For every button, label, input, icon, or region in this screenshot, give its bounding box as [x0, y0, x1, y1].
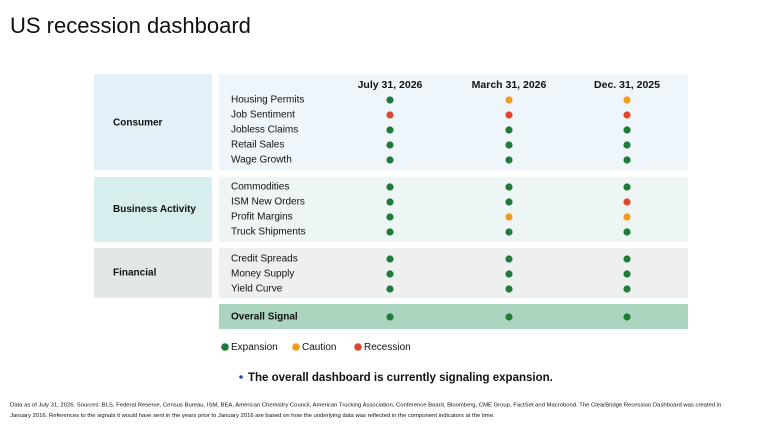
- signal-dot: [386, 213, 394, 221]
- legend-dot: [221, 343, 229, 351]
- signal-dot: [386, 126, 394, 134]
- signal-dot: [505, 270, 513, 278]
- signal-dot: [505, 255, 513, 263]
- signal-dot: [386, 111, 394, 119]
- signal-dot: [386, 156, 394, 164]
- signal-dot: [623, 126, 631, 134]
- legend-dot: [292, 343, 300, 351]
- column-header: March 31, 2026: [472, 79, 547, 91]
- signal-dot: [623, 198, 631, 206]
- signal-dot: [623, 285, 631, 293]
- overall-label: Overall Signal: [231, 312, 298, 323]
- signal-dot: [505, 198, 513, 206]
- signal-dot: [386, 270, 394, 278]
- indicator-label: Housing Permits: [231, 95, 304, 106]
- signal-dot: [505, 228, 513, 236]
- group-label-cell: [94, 248, 212, 298]
- indicator-label: Retail Sales: [231, 140, 284, 151]
- signal-dot: [386, 183, 394, 191]
- signal-dot: [505, 313, 513, 321]
- signal-dot: [623, 213, 631, 221]
- group-name: Business Activity: [113, 204, 196, 215]
- indicator-label: Money Supply: [231, 269, 294, 280]
- indicator-label: Truck Shipments: [231, 227, 306, 238]
- legend-label: Caution: [302, 342, 336, 353]
- indicator-label: Yield Curve: [231, 284, 283, 295]
- signal-dot: [386, 228, 394, 236]
- indicator-label: Profit Margins: [231, 212, 293, 223]
- signal-dot: [505, 126, 513, 134]
- signal-dot: [505, 96, 513, 104]
- group-body: [219, 177, 688, 242]
- indicator-label: Commodities: [231, 182, 289, 193]
- signal-dot: [623, 255, 631, 263]
- signal-dot: [623, 96, 631, 104]
- note: The overall dashboard is currently signa…: [248, 372, 553, 384]
- column-header: Dec. 31, 2025: [594, 79, 660, 91]
- signal-dot: [386, 313, 394, 321]
- overall-row: [219, 304, 688, 329]
- group-body: [219, 74, 688, 170]
- signal-dot: [623, 111, 631, 119]
- signal-dot: [505, 183, 513, 191]
- signal-dot: [623, 183, 631, 191]
- group-name: Financial: [113, 268, 157, 279]
- signal-dot: [623, 313, 631, 321]
- signal-dot: [386, 96, 394, 104]
- column-header: July 31, 2026: [358, 79, 423, 91]
- signal-dot: [505, 111, 513, 119]
- title: US recession dashboard: [10, 13, 251, 38]
- bullet: [239, 375, 243, 379]
- indicator-label: Jobless Claims: [231, 125, 298, 136]
- signal-dot: [623, 156, 631, 164]
- signal-dot: [386, 198, 394, 206]
- legend-dot: [354, 343, 362, 351]
- signal-dot: [386, 285, 394, 293]
- footnote: Data as of July 31, 2026. Sources: BLS, …: [10, 403, 721, 409]
- signal-dot: [505, 285, 513, 293]
- signal-dot: [505, 141, 513, 149]
- indicator-label: Wage Growth: [231, 155, 292, 166]
- indicator-label: ISM New Orders: [231, 197, 305, 208]
- group-label-cell: [94, 74, 212, 170]
- signal-dot: [505, 213, 513, 221]
- indicator-label: Credit Spreads: [231, 254, 298, 265]
- group-body: [219, 248, 688, 298]
- footnote: January 2016. References to the signals …: [10, 413, 495, 419]
- signal-dot: [386, 141, 394, 149]
- signal-dot: [386, 255, 394, 263]
- signal-dot: [623, 228, 631, 236]
- indicator-label: Job Sentiment: [231, 110, 295, 121]
- signal-dot: [623, 141, 631, 149]
- signal-dot: [623, 270, 631, 278]
- legend-label: Recession: [364, 342, 411, 353]
- signal-dot: [505, 156, 513, 164]
- group-label-cell: [94, 177, 212, 242]
- legend-label: Expansion: [231, 342, 278, 353]
- group-name: Consumer: [113, 118, 163, 129]
